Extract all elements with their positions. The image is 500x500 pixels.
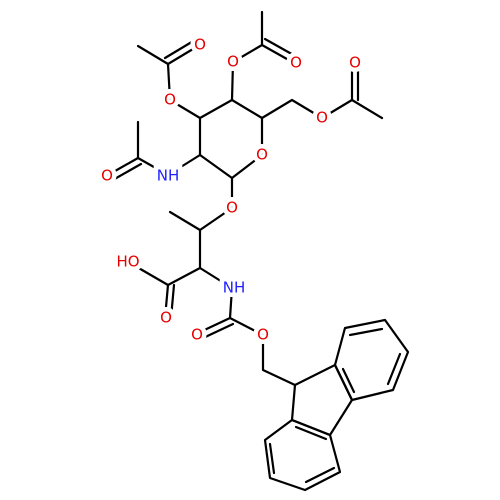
atom-label: NH xyxy=(157,167,180,185)
atom-label: O xyxy=(191,326,203,344)
atom-label: O xyxy=(290,54,302,72)
atom-label: NH xyxy=(223,279,246,297)
atom-label: O xyxy=(227,53,239,71)
bonds xyxy=(106,10,410,492)
atom-label: O xyxy=(194,36,206,54)
atom-label: O xyxy=(349,54,361,72)
atom-label: HO xyxy=(116,253,139,271)
atom-label: O xyxy=(164,91,176,109)
atom-label: O xyxy=(101,167,113,185)
atom-label: O xyxy=(256,146,268,164)
atom-label: O xyxy=(226,199,238,217)
atom-label: O xyxy=(257,326,269,344)
atom-label: O xyxy=(160,309,172,327)
atom-label: O xyxy=(316,109,328,127)
